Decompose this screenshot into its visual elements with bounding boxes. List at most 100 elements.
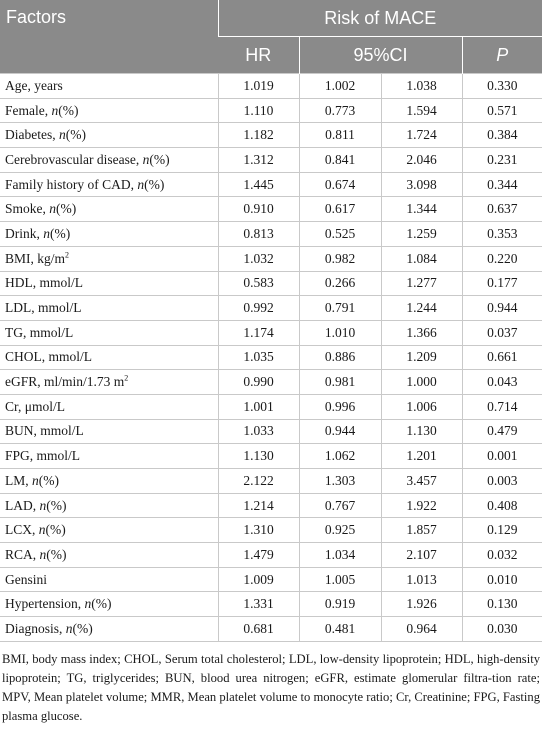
factor-pre: Female, [5, 102, 52, 118]
factor-cell: Cerebrovascular disease, n(%) [0, 147, 219, 173]
factor-pre: HDL, mmol/L [5, 275, 83, 291]
p-value-cell: 0.330 [461, 73, 542, 99]
table-row: Diagnosis, n(%) 0.681 0.481 0.964 0.030 [0, 616, 542, 642]
ci-upper-cell: 1.244 [380, 295, 463, 321]
table-row: Diabetes, n(%) 1.182 0.811 1.724 0.384 [0, 122, 542, 149]
factor-it: n [38, 522, 46, 538]
factor-pre: LM, [5, 472, 32, 488]
table-row: TG, mmol/L 1.174 1.010 1.366 0.037 [0, 319, 542, 346]
p-value-cell: 0.479 [461, 418, 542, 445]
p-value-cell: 0.032 [461, 542, 542, 568]
factor-post: (%) [46, 497, 67, 513]
ci-upper-cell: 1.006 [380, 393, 463, 420]
ci-upper-cell: 1.366 [380, 319, 463, 346]
factor-it: n [65, 620, 73, 636]
risk-of-mace-table: Factors Risk of MACE HR 95%CI P Age, yea… [0, 0, 542, 642]
factor-cell: Hypertension, n(%) [0, 591, 219, 618]
hr-cell: 1.035 [217, 344, 300, 371]
factor-post: (%) [144, 176, 165, 192]
ci-upper-cell: 1.922 [380, 492, 463, 519]
p-value-cell: 0.010 [461, 566, 542, 593]
hr-cell: 0.813 [217, 221, 300, 247]
ci-upper-cell: 2.046 [380, 147, 463, 173]
hr-cell: 1.331 [217, 591, 300, 618]
hr-cell: 1.033 [217, 418, 300, 445]
factor-it: n [84, 596, 92, 612]
table-row: Age, years 1.019 1.002 1.038 0.330 [0, 73, 542, 99]
p-value-cell: 0.177 [461, 270, 542, 297]
factor-pre: Cerebrovascular disease, [5, 151, 143, 167]
factor-it: n [58, 127, 66, 143]
ci-lower-cell: 0.266 [298, 270, 382, 297]
ci-lower-cell: 0.791 [298, 295, 382, 321]
table-row: BUN, mmol/L 1.033 0.944 1.130 0.479 [0, 418, 542, 445]
factor-cell: Smoke, n(%) [0, 196, 219, 223]
ci-upper-cell: 1.277 [380, 270, 463, 297]
p-value-cell: 0.408 [461, 492, 542, 519]
factor-pre: LDL, mmol/L [5, 300, 82, 316]
p-value-cell: 0.037 [461, 319, 542, 346]
factor-pre: FPG, mmol/L [5, 448, 81, 464]
header-row-sub: HR 95%CI P [0, 36, 542, 74]
ci-lower-cell: 1.005 [298, 566, 382, 593]
factor-post: (%) [65, 127, 86, 143]
ci-lower-cell: 0.841 [298, 147, 382, 173]
hr-cell: 1.312 [217, 147, 300, 173]
table-row: eGFR, ml/min/1.73 m2 0.990 0.981 1.000 0.043 [0, 369, 542, 395]
factor-pre: Diagnosis, [5, 620, 66, 636]
ci-lower-cell: 0.982 [298, 245, 382, 272]
ci-upper-cell: 1.259 [380, 221, 463, 247]
p-value-cell: 0.043 [461, 369, 542, 395]
hr-cell: 1.032 [217, 245, 300, 272]
factor-cell: HDL, mmol/L [0, 270, 219, 297]
factor-cell: LAD, n(%) [0, 492, 219, 519]
ci-upper-cell: 3.457 [380, 468, 463, 494]
ci-upper-cell: 1.201 [380, 443, 463, 469]
ci-lower-cell: 0.981 [298, 369, 382, 395]
ci-upper-cell: 2.107 [380, 542, 463, 568]
factor-pre: BMI, kg/m [5, 250, 66, 266]
ci-upper-cell: 1.594 [380, 97, 463, 124]
factor-it: n [49, 201, 57, 217]
ci-upper-cell: 0.964 [380, 616, 463, 642]
factor-cell: Diabetes, n(%) [0, 122, 219, 149]
ci-lower-cell: 0.886 [298, 344, 382, 371]
factor-post: (%) [72, 620, 93, 636]
table-row: Family history of CAD, n(%) 1.445 0.674 3.0… [0, 171, 542, 198]
hr-cell: 1.310 [217, 517, 300, 544]
hr-cell: 2.122 [217, 468, 300, 494]
hr-header: HR [218, 36, 299, 74]
ci-upper-cell: 1.038 [380, 73, 463, 99]
table-footnote: BMI, body mass index; CHOL, Serum total … [2, 651, 540, 723]
factor-it: n [43, 225, 50, 241]
factor-post: (%) [38, 472, 59, 488]
table-row: HDL, mmol/L 0.583 0.266 1.277 0.177 [0, 270, 542, 297]
hr-cell: 0.992 [217, 295, 300, 321]
factor-post: (%) [56, 201, 77, 217]
hr-cell: 1.130 [217, 443, 300, 469]
factor-pre: Diabetes, [5, 127, 59, 143]
ci-lower-cell: 1.034 [298, 542, 382, 568]
factor-pre: BUN, mmol/L [5, 423, 84, 439]
ci-upper-cell: 3.098 [380, 171, 463, 198]
hr-cell: 1.009 [217, 566, 300, 593]
factor-cell: Age, years [0, 73, 219, 99]
ci-lower-cell: 0.525 [298, 221, 382, 247]
ci-lower-cell: 0.996 [298, 393, 382, 420]
factor-cell: TG, mmol/L [0, 319, 219, 346]
p-value-cell: 0.001 [461, 443, 542, 469]
factor-cell: BUN, mmol/L [0, 418, 219, 445]
table-row: FPG, mmol/L 1.130 1.062 1.201 0.001 [0, 443, 542, 469]
ci-upper-cell: 1.000 [380, 369, 463, 395]
factor-cell: Drink, n(%) [0, 221, 219, 247]
table-row: LM, n(%) 2.122 1.303 3.457 0.003 [0, 468, 542, 494]
factor-it: n [142, 151, 150, 167]
hr-cell: 1.019 [217, 73, 300, 99]
hr-cell: 0.990 [217, 369, 300, 395]
factor-cell: Gensini [0, 566, 219, 593]
p-value-cell: 0.571 [461, 97, 542, 124]
table-row: BMI, kg/m2 1.032 0.982 1.084 0.220 [0, 245, 542, 272]
hr-cell: 1.182 [217, 122, 300, 149]
factor-cell: Cr, μmol/L [0, 393, 219, 420]
ci-upper-cell: 1.013 [380, 566, 463, 593]
